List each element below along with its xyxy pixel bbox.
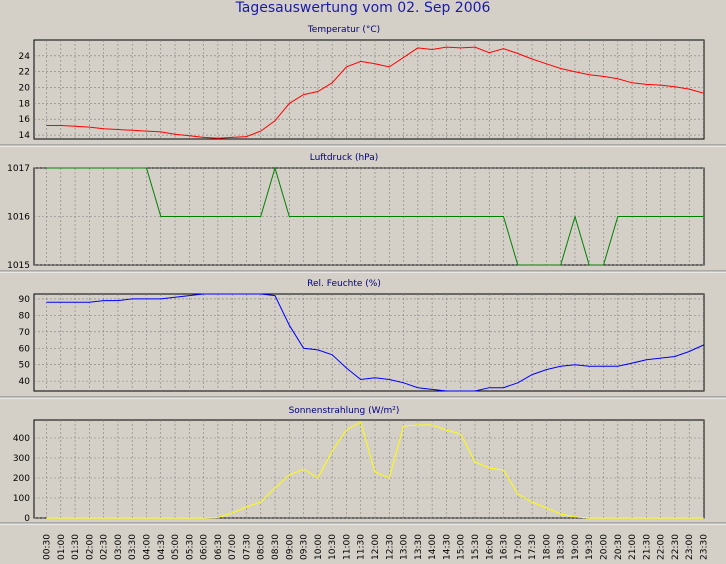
- x-tick-label: 16:30: [500, 534, 510, 560]
- y-tick-label: 14: [19, 131, 31, 141]
- y-tick-label: 22: [19, 68, 30, 78]
- x-tick-label: 05:30: [185, 534, 195, 560]
- chart-main-title: Tagesauswertung vom 02. Sep 2006: [235, 0, 491, 16]
- y-tick-label: 1016: [7, 213, 30, 223]
- panel-title: Temperatur (°C): [307, 25, 380, 35]
- y-tick-label: 18: [19, 99, 31, 109]
- x-tick-label: 18:00: [542, 534, 552, 560]
- series-line: [46, 293, 704, 392]
- x-tick-label: 08:00: [257, 534, 267, 560]
- x-tick-label: 14:00: [428, 534, 438, 560]
- y-tick-label: 1015: [7, 261, 30, 271]
- x-tick-label: 09:00: [285, 534, 295, 560]
- x-tick-label: 11:00: [342, 534, 352, 560]
- panel-title: Sonnenstrahlung (W/m²): [289, 406, 400, 416]
- y-tick-label: 300: [13, 454, 30, 464]
- panel-title: Rel. Feuchte (%): [307, 279, 381, 289]
- y-tick-label: 70: [19, 328, 31, 338]
- x-tick-label: 15:00: [457, 534, 467, 560]
- x-tick-label: 11:30: [357, 534, 367, 560]
- x-tick-label: 03:00: [114, 534, 124, 560]
- x-tick-label: 16:00: [485, 534, 495, 560]
- y-tick-label: 40: [19, 377, 31, 387]
- y-tick-label: 1017: [7, 164, 30, 174]
- x-tick-label: 20:30: [614, 534, 624, 560]
- x-tick-label: 05:00: [171, 534, 181, 560]
- x-tick-label: 23:00: [685, 534, 695, 560]
- x-tick-label: 02:30: [100, 534, 110, 560]
- x-tick-label: 21:30: [642, 534, 652, 560]
- y-tick-label: 80: [19, 311, 31, 321]
- x-tick-label: 17:00: [514, 534, 524, 560]
- x-tick-label: 13:00: [400, 534, 410, 560]
- y-tick-label: 20: [19, 84, 31, 94]
- x-tick-label: 20:00: [600, 534, 610, 560]
- x-tick-label: 06:30: [214, 534, 224, 560]
- x-tick-label: 22:30: [671, 534, 681, 560]
- x-tick-label: 23:30: [700, 534, 710, 560]
- x-tick-label: 09:30: [300, 534, 310, 560]
- x-tick-label: 19:30: [585, 534, 595, 560]
- x-tick-label: 03:30: [128, 534, 138, 560]
- x-tick-label: 17:30: [528, 534, 538, 560]
- plot-area: [33, 419, 705, 519]
- y-tick-label: 0: [24, 514, 30, 524]
- x-tick-label: 10:30: [328, 534, 338, 560]
- y-tick-label: 24: [19, 52, 31, 62]
- x-tick-label: 15:30: [471, 534, 481, 560]
- x-tick-label: 22:00: [657, 534, 667, 560]
- x-tick-label: 07:00: [228, 534, 238, 560]
- x-tick-label: 04:30: [157, 534, 167, 560]
- x-tick-label: 21:00: [628, 534, 638, 560]
- y-tick-label: 50: [19, 361, 31, 371]
- x-tick-label: 14:30: [442, 534, 452, 560]
- series-line: [46, 421, 704, 519]
- y-tick-label: 400: [13, 434, 30, 444]
- x-tick-label: 19:00: [571, 534, 581, 560]
- x-tick-label: 12:30: [385, 534, 395, 560]
- x-tick-label: 00:30: [43, 534, 53, 560]
- series-line: [46, 46, 704, 139]
- plot-area: [33, 293, 705, 392]
- x-tick-label: 02:00: [85, 534, 95, 560]
- x-tick-label: 01:30: [71, 534, 81, 560]
- y-tick-label: 60: [19, 344, 31, 354]
- y-tick-label: 90: [19, 295, 31, 305]
- x-tick-label: 08:30: [271, 534, 281, 560]
- x-tick-label: 06:00: [200, 534, 210, 560]
- y-tick-label: 16: [19, 115, 31, 125]
- x-tick-label: 10:00: [314, 534, 324, 560]
- series-line: [46, 166, 704, 266]
- x-tick-label: 01:00: [57, 534, 67, 560]
- x-tick-label: 04:00: [142, 534, 152, 560]
- x-tick-label: 18:30: [557, 534, 567, 560]
- y-tick-label: 200: [13, 474, 30, 484]
- x-tick-label: 13:30: [414, 534, 424, 560]
- plot-area: [33, 39, 705, 140]
- x-tick-label: 12:00: [371, 534, 381, 560]
- x-tick-label: 07:30: [242, 534, 252, 560]
- y-tick-label: 100: [13, 494, 30, 504]
- panel-title: Luftdruck (hPa): [310, 153, 379, 163]
